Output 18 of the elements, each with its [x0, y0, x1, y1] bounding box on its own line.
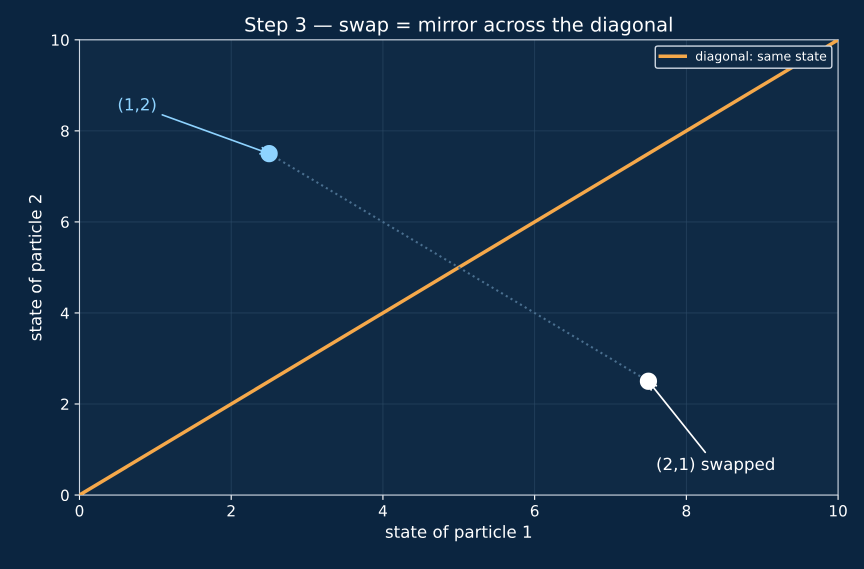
chart-title: Step 3 — swap = mirror across the diagonal: [245, 16, 672, 36]
x-tick-label: 6: [530, 505, 539, 517]
x-tick-label: 0: [76, 505, 84, 517]
y-tick-label: 10: [52, 34, 69, 46]
x-tick-label: 2: [227, 505, 235, 516]
y-tick-label: 2: [61, 398, 68, 410]
annotation: (2,1) swapped: [657, 457, 774, 474]
y-axis-title: state of particle 2: [28, 195, 45, 340]
x-axis-title: state of particle 1: [386, 525, 532, 542]
y-tick-label: 0: [61, 489, 69, 502]
x-tick-label: 8: [682, 505, 690, 517]
y-tick-label: 8: [61, 125, 69, 137]
x-tick-label: 10: [830, 505, 847, 517]
x-tick-label: 4: [378, 505, 387, 516]
legend-label: diagonal: same state: [696, 51, 826, 64]
annotation: (1,2): [118, 98, 156, 113]
y-tick-label: 4: [60, 308, 69, 319]
y-tick-label: 6: [61, 216, 69, 228]
